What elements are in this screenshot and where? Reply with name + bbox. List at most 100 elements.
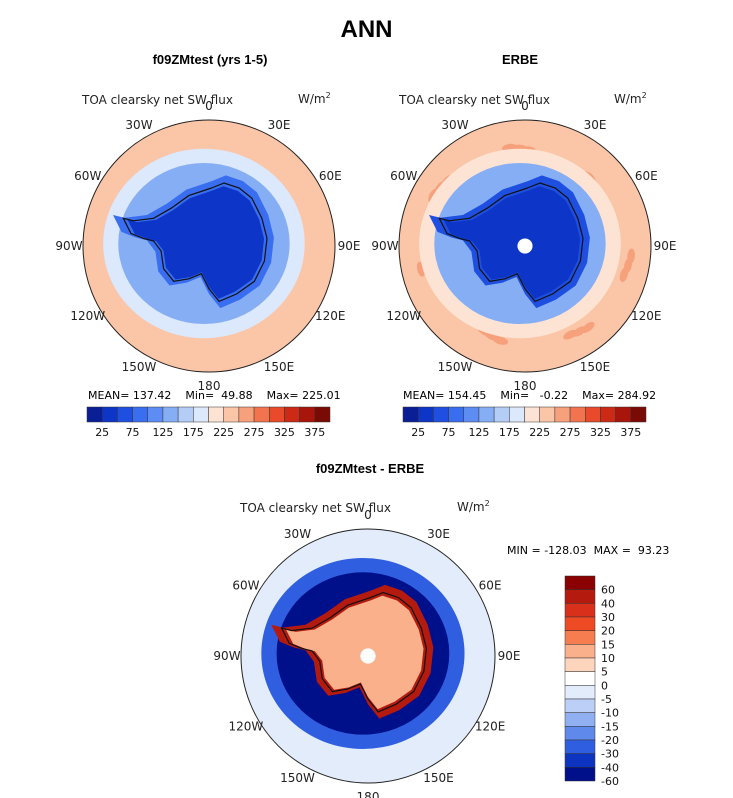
coastline [280, 591, 428, 713]
colorbar-swatch [86, 406, 103, 423]
colorbar-swatch [238, 406, 255, 423]
zone-patch [619, 267, 629, 283]
colorbar-swatch [314, 406, 331, 423]
coastline [122, 182, 268, 303]
colorbar-tick-label: 25 [411, 426, 425, 439]
colorbar-swatch [539, 406, 556, 423]
colorbar-swatch [569, 406, 586, 423]
lon-label-120E: 120E [475, 720, 506, 734]
stat-max-label: Max= [582, 389, 615, 402]
colorbar-tick-label: -30 [601, 748, 619, 761]
stat-mean-label: MEAN= [88, 389, 130, 402]
colorbar-swatch [493, 406, 510, 423]
colorbar-swatch [402, 406, 419, 423]
colorbar-swatch [208, 406, 224, 423]
colorbar-swatch [269, 406, 285, 423]
zone-interior [127, 186, 265, 299]
zone-interior [443, 186, 581, 299]
stat-max-label: Max= [266, 389, 299, 402]
stat-mean-value: 154.45 [447, 389, 487, 402]
colorbar-tick-label: 275 [244, 426, 265, 439]
colorbar-swatch [564, 603, 596, 618]
colorbar-tick-label: -15 [601, 720, 619, 733]
colorbar-tick-label: 375 [620, 426, 641, 439]
stat-min-value: 49.88 [221, 389, 253, 402]
colorbar-swatch [564, 644, 596, 659]
colorbar-tick-label: -60 [601, 775, 619, 788]
colorbar-swatch [630, 406, 647, 423]
polar-map-diff: 0 30E 60E 90E 120E 150E 180 150W 120W 90W 60W 30W [213, 508, 520, 798]
colorbar-tick-label: 60 [601, 584, 615, 597]
colorbar-swatch [615, 406, 632, 423]
units-label-model: W/m2 [298, 91, 331, 106]
lon-label-30W: 30W [284, 527, 311, 541]
lon-label-150W: 150W [280, 771, 315, 785]
lon-label-60E: 60E [319, 169, 342, 183]
variable-label-obs: TOA clearsky net SW flux [399, 93, 550, 107]
lon-label-90W: 90W [55, 239, 82, 253]
lon-label-120W: 120W [228, 720, 263, 734]
colorbar-swatch [564, 575, 596, 590]
colorbar-swatch [564, 698, 596, 713]
units-sup: 2 [641, 91, 647, 100]
lon-label-180: 180 [514, 379, 537, 393]
colorbar-swatch [132, 406, 148, 423]
colorbar-swatch [564, 616, 596, 631]
lon-label-90W: 90W [213, 649, 240, 663]
colorbar-tick-label: -10 [601, 707, 619, 720]
colorbar-swatch [448, 406, 464, 423]
lon-label-0: 0 [205, 99, 213, 113]
lon-label-30E: 30E [427, 527, 450, 541]
colorbar-tick-label: 125 [152, 426, 173, 439]
colorbar-swatch [253, 406, 270, 423]
stat-min-label: Min= [500, 389, 530, 402]
lon-label-150W: 150W [122, 360, 157, 374]
stats-model: MEAN= 137.42 Min= 49.88 Max= 225.01 [88, 389, 341, 402]
stat-max-value: 284.92 [617, 389, 657, 402]
colorbar-swatch [564, 767, 596, 782]
lon-label-90W: 90W [371, 239, 398, 253]
stat-max-value: 225.01 [302, 389, 341, 402]
colorbar-tick-label: -40 [601, 761, 619, 774]
lon-label-120W: 120W [386, 309, 421, 323]
polar-map-obs: 0 30E 60E 90E 120E 150E 180 150W 120W 90W 60W 30W [371, 99, 676, 393]
lon-label-120E: 120E [631, 309, 662, 323]
coastline [438, 182, 584, 303]
colorbar-obs: 25 75 125 175 225 275 325 375 [402, 406, 647, 439]
stat-min-label: MIN = [507, 544, 541, 557]
map-rim [82, 119, 336, 373]
stat-mean-label: MEAN= [403, 389, 445, 402]
lon-label-180: 180 [198, 379, 221, 393]
lon-label-120E: 120E [315, 309, 346, 323]
units-text: W/m [614, 92, 642, 106]
stat-min-label: Min= [185, 389, 215, 402]
lon-label-60E: 60E [635, 169, 658, 183]
colorbar-tick-label: 375 [304, 426, 325, 439]
colorbar-swatch [223, 406, 240, 423]
colorbar-tick-label: 275 [560, 426, 581, 439]
lon-label-60W: 60W [232, 579, 259, 593]
stat-mean-value: 137.42 [132, 389, 172, 402]
colorbar-tick-label: 175 [183, 426, 204, 439]
colorbar-tick-label: 75 [442, 426, 456, 439]
lon-label-30W: 30W [125, 118, 152, 132]
lon-label-30E: 30E [268, 118, 291, 132]
lon-label-30W: 30W [441, 118, 468, 132]
units-sup: 2 [484, 499, 490, 508]
stat-max-value: 93.23 [637, 544, 670, 557]
pole-hole [360, 648, 376, 664]
colorbar-swatch [524, 406, 540, 423]
colorbar-swatch [509, 406, 525, 423]
lon-label-30E: 30E [584, 118, 607, 132]
colorbar-swatch [101, 406, 118, 423]
panel-title-model: f09ZMtest (yrs 1-5) [152, 52, 268, 67]
stat-min-value: -128.03 [544, 544, 587, 557]
colorbar-tick-label: 10 [601, 652, 615, 665]
colorbar-tick-label: 175 [499, 426, 520, 439]
units-label-obs: W/m2 [614, 91, 647, 106]
lon-label-90E: 90E [498, 649, 521, 663]
colorbar-tick-label: 25 [95, 426, 109, 439]
units-text: W/m [457, 500, 485, 514]
page-title: ANN [340, 16, 393, 43]
